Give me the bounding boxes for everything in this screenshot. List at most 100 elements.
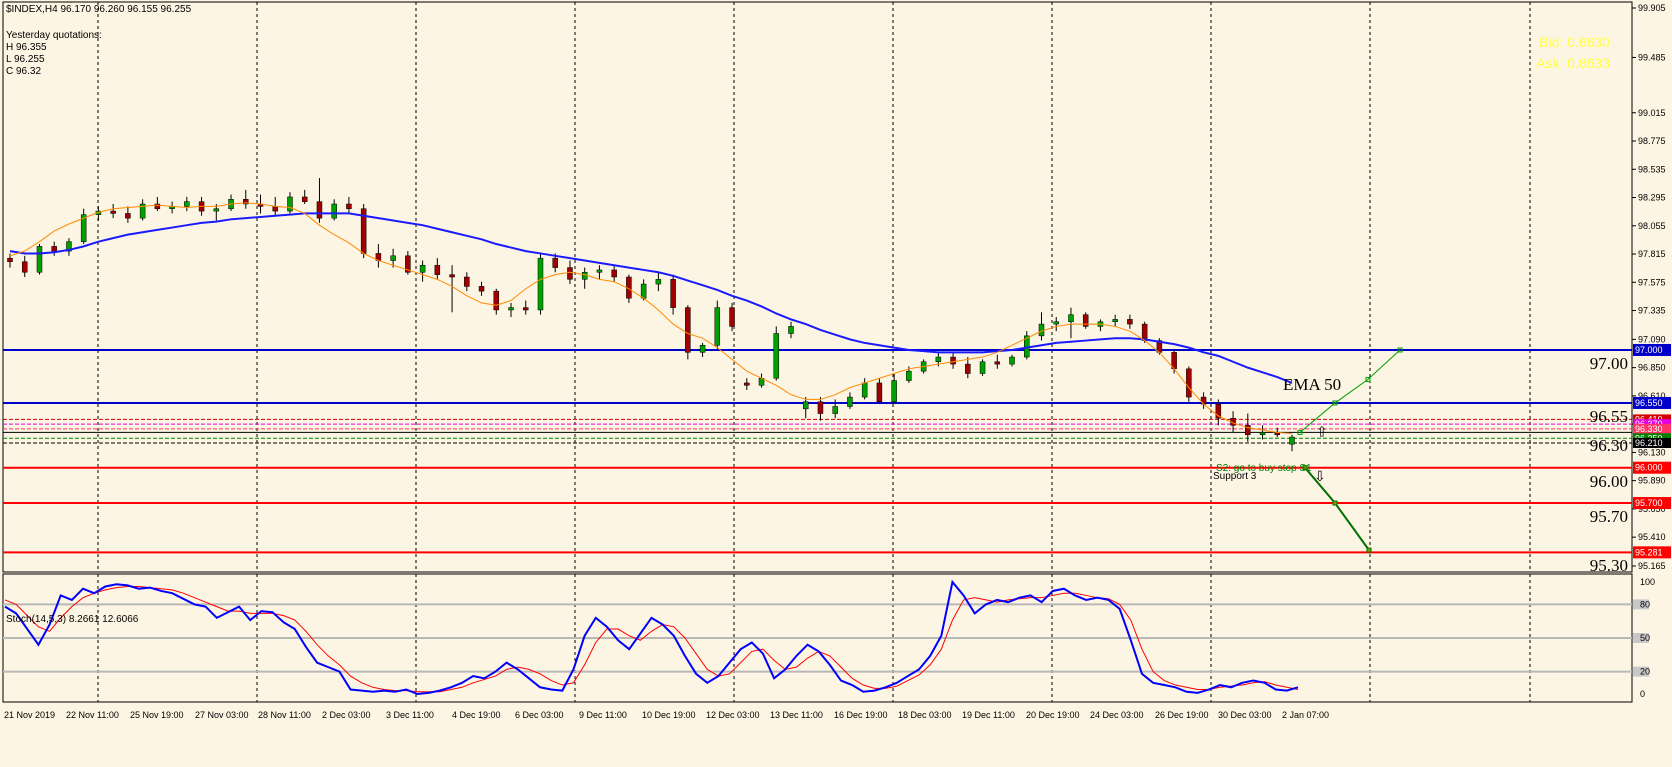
level-tag: [1633, 497, 1671, 510]
stoch-axis-label: 100: [1640, 577, 1655, 587]
candle-body: [847, 396, 853, 407]
candle-body: [817, 401, 824, 414]
yesterday-low: L 96.255: [6, 54, 45, 65]
candle-body: [950, 356, 956, 365]
candle-body: [508, 307, 514, 311]
stoch-level-tag: [1633, 633, 1649, 643]
yesterday-close: C 96.32: [6, 66, 42, 77]
stoch-header: Stoch(14,5,3) 8.2661 12.6066: [6, 614, 139, 625]
support3-note: Support 3: [1213, 471, 1257, 482]
level-label: 96.30: [1589, 436, 1628, 456]
candle-body: [596, 269, 603, 273]
candle-body: [994, 361, 1001, 365]
candle-body: [346, 203, 352, 209]
candle-body: [1112, 319, 1118, 322]
level-tag-text: 96.550: [1635, 398, 1663, 408]
stoch-axis-label: 0: [1640, 689, 1645, 699]
candle-body: [213, 208, 220, 212]
candle-body: [1289, 436, 1295, 445]
candle-body: [729, 307, 735, 327]
time-axis-label: 3 Dec 11:00: [386, 710, 434, 720]
forecast-up-point: [1397, 347, 1403, 353]
forecast-up-point: [1365, 376, 1371, 382]
level-tag: [1633, 546, 1671, 559]
time-axis-label: 2 Jan 07:00: [1282, 710, 1329, 720]
time-axis-label: 24 Dec 03:00: [1090, 710, 1144, 720]
level-tag-text: 97.000: [1635, 345, 1663, 355]
candle-body: [405, 255, 411, 273]
price-tick-label: 98.295: [1638, 193, 1666, 203]
stoch-level-tag: [1633, 599, 1649, 610]
time-axis-label: 10 Dec 19:00: [642, 710, 696, 720]
candle-body: [1053, 321, 1059, 325]
main-panel-border: [2, 1, 1633, 573]
candle-body: [287, 196, 293, 212]
candle-body: [714, 307, 721, 346]
level-tag-text: 95.281: [1635, 547, 1663, 557]
time-axis-label: 28 Nov 11:00: [258, 710, 311, 720]
price-tick-label: 97.090: [1638, 334, 1666, 344]
level-label: 96.55: [1589, 406, 1628, 426]
candle-body: [1215, 403, 1222, 419]
stoch-axis-label: 50: [1640, 633, 1650, 643]
candle-body: [979, 361, 986, 374]
candle-body: [891, 380, 897, 403]
yesterday-title: Yesterday quotations:: [6, 30, 102, 41]
candle-body: [640, 283, 647, 299]
price-tick-label: 95.410: [1638, 532, 1666, 542]
candle-body: [66, 241, 72, 252]
candle-body: [449, 274, 455, 278]
price-tick-label: 99.015: [1638, 108, 1666, 118]
candle-body: [243, 199, 249, 205]
stoch-main-line: [4, 579, 1299, 696]
candle-body: [1200, 396, 1207, 405]
arrow-up-icon: ⇧: [1316, 423, 1328, 439]
price-tick-label: 99.485: [1638, 52, 1666, 62]
time-axis-label: 13 Dec 11:00: [770, 710, 823, 720]
price-tick-label: 97.575: [1638, 277, 1666, 287]
fast-ma-line: [9, 202, 1293, 435]
candle-body: [906, 370, 912, 381]
candle-body: [773, 333, 780, 379]
level-tag-text: 96.000: [1635, 463, 1663, 473]
candle-body: [139, 203, 146, 219]
forecast-down-point: [1332, 500, 1338, 506]
candle-body: [272, 206, 278, 212]
candle-body: [611, 269, 617, 278]
ask-price: Ask: 0.8633: [1536, 55, 1610, 71]
stoch-signal-line: [4, 585, 1299, 693]
candle-body: [493, 290, 500, 311]
candle-body: [685, 307, 691, 353]
time-axis-label: 20 Dec 19:00: [1026, 710, 1080, 720]
candle-body: [832, 406, 838, 414]
candle-body: [1038, 323, 1045, 337]
price-tick-label: 99.905: [1638, 3, 1666, 13]
candle-body: [21, 261, 28, 273]
yesterday-high: H 96.355: [6, 42, 47, 53]
candle-body: [464, 276, 470, 287]
candle-body: [537, 257, 544, 311]
time-axis-label: 27 Nov 03:00: [195, 710, 249, 720]
candle-body: [51, 246, 57, 252]
level-tag: [1633, 396, 1671, 409]
candle-body: [655, 279, 662, 285]
level-label: 95.70: [1589, 507, 1628, 527]
stoch-level-tag: [1633, 666, 1649, 677]
bid-price: Bid: 0.8630: [1539, 34, 1610, 50]
candle-body: [552, 257, 558, 268]
time-axis-label: 21 Nov 2019: [4, 710, 55, 720]
candle-body: [788, 326, 794, 334]
forecast-up-point: [1332, 400, 1338, 406]
candle-body: [1068, 314, 1074, 322]
candle-body: [876, 382, 883, 403]
stoch-axis-label: 20: [1640, 667, 1650, 677]
candle-body: [7, 257, 13, 262]
time-axis-label: 19 Dec 11:00: [962, 710, 1015, 720]
candle-body: [1259, 432, 1266, 435]
forecast-down-point: [1302, 465, 1308, 471]
candle-body: [567, 267, 573, 280]
candle-body: [744, 382, 750, 386]
time-axis-label: 30 Dec 03:00: [1218, 710, 1272, 720]
